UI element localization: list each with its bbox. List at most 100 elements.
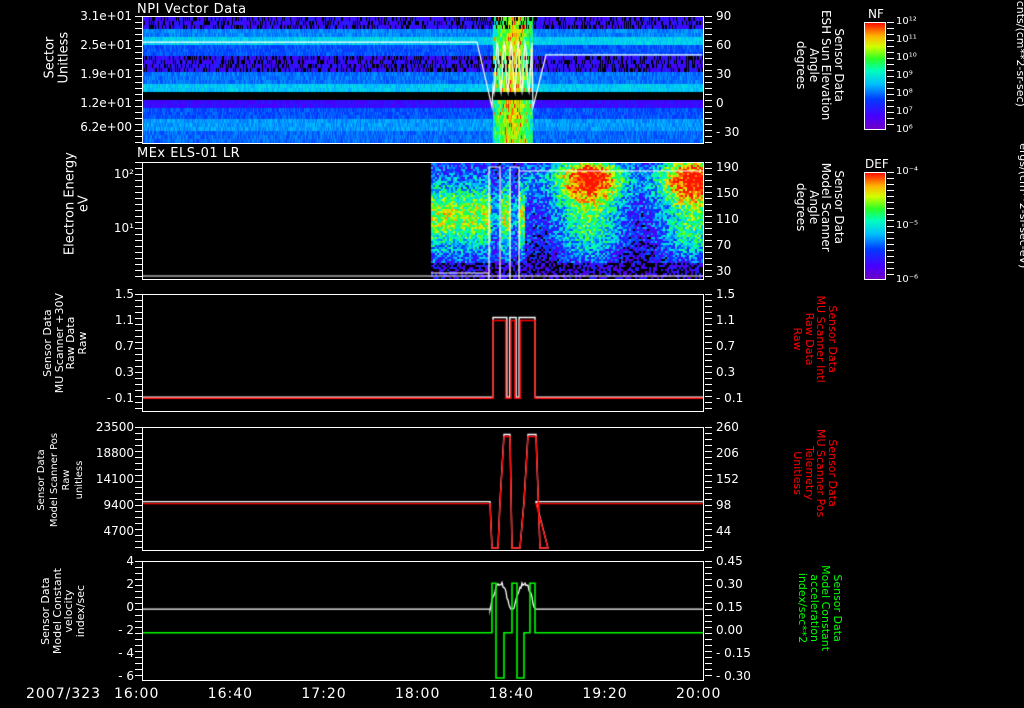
x-axis-tick-label: 19:20 xyxy=(582,686,628,702)
tick-label: 1.5 xyxy=(716,287,736,301)
tick-label: 2 xyxy=(126,577,134,591)
tick-label: 0.7 xyxy=(114,339,134,353)
colorbar-tick-label: 10⁻⁴ xyxy=(896,166,919,177)
panel-scanpos-right-minor-ticks xyxy=(705,427,712,551)
def-colorbar-ticks xyxy=(887,172,894,280)
panel-mu30v-right-axis-label: Sensor Data MU Scanner Intl Raw Data Raw xyxy=(791,279,840,399)
tick-label: 60 xyxy=(716,38,732,52)
panel-scanpos-left-axis-text: Sensor Data Model Scanner Pos Raw unitle… xyxy=(36,432,85,528)
nf-colorbar-units: cnts/(cm**2-sr-sec) xyxy=(1014,0,1024,119)
panel-velocity-left-minor-ticks xyxy=(135,561,142,681)
x-axis-date-label: 2007/323 xyxy=(26,686,102,702)
colorbar-tick-label: 10¹² xyxy=(896,16,917,27)
panel-els-left-axis-label: Electron Energy eV xyxy=(62,149,91,259)
tick-label: 1.9e+01 xyxy=(80,67,132,81)
tick-label: 98 xyxy=(716,498,732,512)
tick-label: 206 xyxy=(716,446,739,460)
tick-label: 9400 xyxy=(103,498,134,512)
plot-panel-mu-scanner-30v[interactable] xyxy=(142,294,704,412)
panel-mu30v-left-axis-label: Sensor Data MU Scanner +30V Raw Data Raw xyxy=(40,288,89,398)
tick-label: 1.5 xyxy=(114,287,134,301)
tick-label: 0 xyxy=(716,96,724,110)
panel-els-left-minor-ticks xyxy=(135,162,142,280)
panel-title-npi: NPI Vector Data xyxy=(137,2,247,17)
panel-mu30v-right-axis-text: Sensor Data MU Scanner Intl Raw Data Raw xyxy=(791,295,840,383)
def-colorbar-title: DEF xyxy=(865,157,889,171)
x-axis-tick-label: 20:00 xyxy=(676,686,722,702)
panel-npi-right-minor-ticks xyxy=(705,16,712,144)
colorbar-tick-label: 10⁶ xyxy=(896,124,913,135)
tick-label: 0.00 xyxy=(716,623,743,637)
panel-title-els: MEx ELS-01 LR xyxy=(137,146,241,161)
tick-label: 0.30 xyxy=(716,577,743,591)
tick-label: 10¹ xyxy=(113,221,134,235)
tick-label: 2.5e+01 xyxy=(80,38,132,52)
x-axis-tick-label: 16:00 xyxy=(114,686,160,702)
tick-label: 0.3 xyxy=(716,365,736,379)
panel-npi-left-axis-label: Sector Unitless xyxy=(42,3,71,113)
tick-label: - 30 xyxy=(716,125,740,139)
panel-mu30v-left-minor-ticks xyxy=(135,294,142,412)
x-axis-tick-label: 17:20 xyxy=(301,686,347,702)
colorbar-tick-label: 10¹⁰ xyxy=(896,52,917,63)
tick-label: 152 xyxy=(716,472,739,486)
tick-label: 70 xyxy=(716,238,732,252)
tick-label: 0 xyxy=(126,600,134,614)
tick-label: - 0.15 xyxy=(716,646,751,660)
tick-label: 30 xyxy=(716,67,732,81)
panel-scanpos-left-axis-label: Sensor Data Model Scanner Pos Raw unitle… xyxy=(35,425,85,535)
panel-npi-right-axis-text: Sensor Data ESH Sun Elevation Angle degr… xyxy=(794,9,847,121)
tick-label: 18800 xyxy=(95,446,134,460)
tick-label: 1.2e+01 xyxy=(80,96,132,110)
panel-els-right-axis-text: Sensor Data Model Scanner Angle degrees xyxy=(794,162,847,252)
panel-els-right-minor-ticks xyxy=(705,162,712,280)
tick-label: 190 xyxy=(716,160,739,174)
tick-label: 44 xyxy=(716,524,732,538)
def-colorbar-units-text: ergs/(cm**2-sr-sec-eV) xyxy=(1016,143,1024,269)
def-colorbar[interactable] xyxy=(864,172,886,280)
tick-label: 30 xyxy=(716,264,732,278)
panel-npi-left-axis-text: Sector Unitless xyxy=(42,31,71,84)
plot-panel-model-constant-velocity[interactable] xyxy=(142,561,704,681)
tick-label: 110 xyxy=(716,212,739,226)
x-axis-tick-label: 18:40 xyxy=(488,686,535,702)
panel-scanpos-right-axis-label: Sensor Data MU Scanner Pos Telemetry Uni… xyxy=(791,413,840,533)
panel-npi-right-axis-label: Sensor Data ESH Sun Elevation Angle degr… xyxy=(794,5,847,125)
panel-velocity-left-axis-text: Sensor Data Model Constant velocity inde… xyxy=(38,568,87,655)
panel-velocity-right-minor-ticks xyxy=(705,561,712,681)
plot-panel-npi-vector-data[interactable] xyxy=(142,16,704,144)
tick-label: 0.7 xyxy=(716,339,736,353)
tick-label: 150 xyxy=(716,186,739,200)
colorbar-tick-label: 10⁷ xyxy=(896,106,913,117)
tick-label: 0.15 xyxy=(716,600,743,614)
panel-scanpos-right-axis-text: Sensor Data MU Scanner Pos Telemetry Uni… xyxy=(791,428,840,518)
nf-colorbar-title: NF xyxy=(868,7,884,21)
tick-label: 4 xyxy=(126,554,134,568)
plot-panel-model-scanner-pos[interactable] xyxy=(142,427,704,551)
nf-colorbar[interactable] xyxy=(864,22,886,130)
tick-label: - 0.1 xyxy=(106,391,134,405)
panel-els-right-axis-label: Sensor Data Model Scanner Angle degrees xyxy=(794,147,847,267)
tick-label: - 4 xyxy=(118,646,134,660)
colorbar-tick-label: 10⁻⁵ xyxy=(896,220,919,231)
panel-mu30v-left-axis-text: Sensor Data MU Scanner +30V Raw Data Raw xyxy=(40,292,89,394)
panel-velocity-left-axis-label: Sensor Data Model Constant velocity inde… xyxy=(38,556,87,666)
tick-label: 3.1e+01 xyxy=(80,9,132,23)
tick-label: 6.2e+00 xyxy=(80,120,132,134)
tick-label: 1.1 xyxy=(114,313,134,327)
panel-els-left-axis-text: Electron Energy eV xyxy=(62,152,91,256)
tick-label: 0.3 xyxy=(114,365,134,379)
tick-label: 0.45 xyxy=(716,554,743,568)
panel-velocity-right-axis-text: Sensor Data Model Constant acceleration … xyxy=(796,565,845,652)
colorbar-tick-label: 10¹¹ xyxy=(896,34,917,45)
tick-label: 23500 xyxy=(95,420,134,434)
panel-mu30v-right-minor-ticks xyxy=(705,294,712,412)
plot-panel-mex-els-01-lr[interactable] xyxy=(142,162,704,280)
tick-label: - 0.30 xyxy=(716,669,751,683)
nf-colorbar-ticks xyxy=(887,22,894,130)
x-axis-tick-label: 18:00 xyxy=(395,686,441,702)
tick-label: - 2 xyxy=(118,623,134,637)
x-axis-tick-label: 16:40 xyxy=(207,686,254,702)
panel-scanpos-left-minor-ticks xyxy=(135,427,142,551)
